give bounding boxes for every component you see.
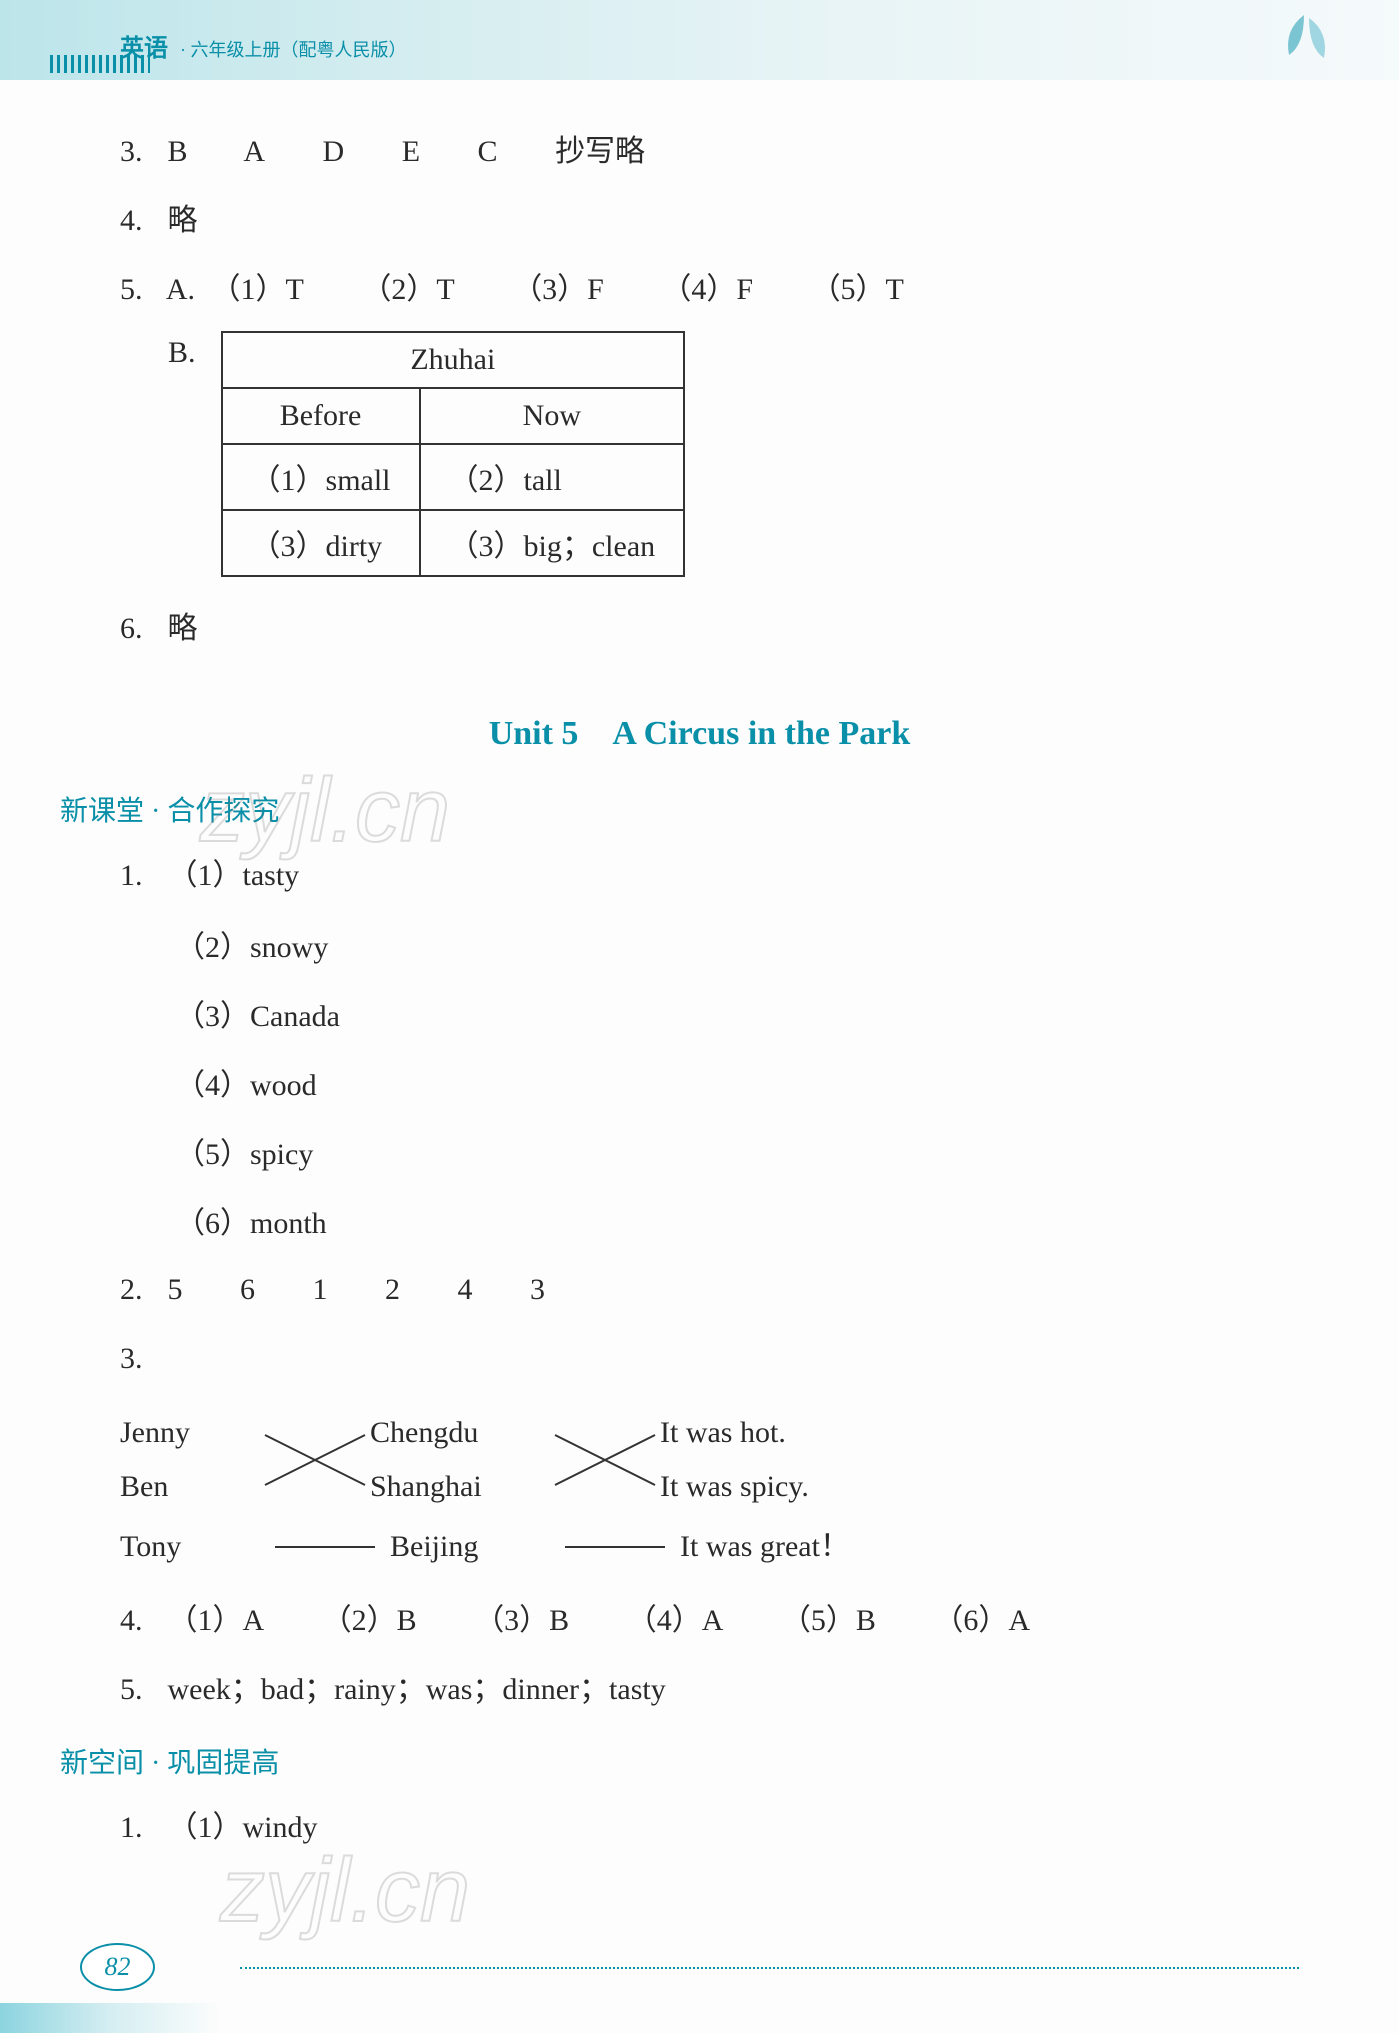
- s2q1-line: 1. （1）windy: [120, 1796, 1279, 1859]
- match-desc3: It was great！: [680, 1520, 850, 1574]
- table-col2: Now: [420, 388, 685, 444]
- match-city3: Beijing: [390, 1520, 550, 1574]
- s2q1-i1: （1）windy: [168, 1811, 318, 1844]
- page-header: 英语 · 六年级上册（配粤人民版）: [0, 0, 1399, 80]
- q5-partA-label: A.: [166, 273, 195, 306]
- q5-num: 5.: [120, 258, 160, 321]
- table-col1: Before: [222, 388, 420, 444]
- header-subtitle: · 六年级上册（配粤人民版）: [180, 36, 407, 62]
- u5q1-i4: （4）wood: [175, 1051, 1279, 1120]
- u5q2-a1: 5: [168, 1273, 183, 1306]
- q5-partB-wrap: B. Zhuhai Before Now （1）small （2）tall （3…: [120, 331, 1279, 577]
- u5q2-a5: 4: [458, 1273, 473, 1306]
- u5q2-answers: 5 6 1 2 4 3: [168, 1273, 546, 1306]
- u5q1-i2: （2）snowy: [175, 913, 1279, 982]
- u5q1-sublist: （2）snowy （3）Canada （4）wood （5）spicy （6）m…: [120, 913, 1279, 1258]
- u5q5-line: 5. week；bad；rainy；was；dinner；tasty: [120, 1658, 1279, 1721]
- q6-text: 略: [168, 612, 198, 645]
- zhuhai-table: Zhuhai Before Now （1）small （2）tall （3）di…: [221, 331, 686, 577]
- page-number: 82: [80, 1943, 155, 1991]
- match-name3: Tony: [120, 1520, 260, 1574]
- u5q4-a5: （5）B: [781, 1604, 876, 1637]
- q3-a2: A: [243, 135, 265, 168]
- q5a-1: （1）T: [211, 273, 304, 306]
- u5q2-line: 2. 5 6 1 2 4 3: [120, 1258, 1279, 1321]
- q3-a3: D: [323, 135, 345, 168]
- section1-header: 新课堂 · 合作探究: [60, 789, 1279, 829]
- footer-dotted-line: [240, 1967, 1299, 1969]
- table-r2c2: （3）big；clean: [420, 510, 685, 576]
- u5q3-num: 3.: [120, 1327, 160, 1390]
- u5q1-i1: （1）tasty: [168, 859, 300, 892]
- u5q4-num: 4.: [120, 1589, 160, 1652]
- q6-line: 6. 略: [120, 597, 1279, 660]
- u5q3-line: 3.: [120, 1327, 1279, 1390]
- q5a-3: （3）F: [512, 273, 604, 306]
- q3-a1: B: [168, 135, 188, 168]
- u5q2-a3: 1: [313, 1273, 328, 1306]
- u5q1-i6: （6）month: [175, 1189, 1279, 1258]
- u5q2-a4: 2: [385, 1273, 400, 1306]
- leaf-icon: [1269, 10, 1339, 70]
- table-r2c1: （3）dirty: [222, 510, 420, 576]
- q5a-2: （2）T: [361, 273, 454, 306]
- match-diagram: Jenny Ben Chengdu Shanghai It was hot. I…: [120, 1400, 1279, 1574]
- table-title: Zhuhai: [222, 332, 685, 388]
- q4-text: 略: [168, 204, 198, 237]
- u5q4-answers: （1）A （2）B （3）B （4）A （5）B （6）A: [168, 1604, 1031, 1637]
- u5q4-line: 4. （1）A （2）B （3）B （4）A （5）B （6）A: [120, 1589, 1279, 1652]
- u5q4-a3: （3）B: [474, 1604, 569, 1637]
- q3-a5: C: [478, 135, 498, 168]
- straight-line-1: [275, 1546, 375, 1548]
- footer-gradient: [0, 2003, 220, 2033]
- table-r1c1: （1）small: [222, 444, 420, 510]
- u5q1-num: 1.: [120, 844, 160, 907]
- q4-line: 4. 略: [120, 189, 1279, 252]
- u5q2-num: 2.: [120, 1258, 160, 1321]
- match-city1: Chengdu: [370, 1406, 550, 1460]
- match-name2: Ben: [120, 1460, 260, 1514]
- page-footer: 82: [80, 1943, 1399, 2003]
- u5q2-a6: 3: [530, 1273, 545, 1306]
- table-r1c2: （2）tall: [420, 444, 685, 510]
- q5a-4: （4）F: [661, 273, 753, 306]
- q3-num: 3.: [120, 120, 160, 183]
- q3-line: 3. B A D E C 抄写略: [120, 120, 1279, 183]
- q6-num: 6.: [120, 597, 160, 660]
- cross-lines-1: [260, 1400, 370, 1520]
- q5-line: 5. A. （1）T （2）T （3）F （4）F （5）T: [120, 258, 1279, 321]
- u5q1-line: 1. （1）tasty: [120, 844, 1279, 907]
- content-area: 3. B A D E C 抄写略 4. 略 5. A. （1）T （2）T （3…: [0, 80, 1399, 1859]
- s2q1-num: 1.: [120, 1796, 160, 1859]
- match-desc1: It was hot.: [660, 1406, 960, 1460]
- u5q1-i5: （5）spicy: [175, 1120, 1279, 1189]
- q3-a4: E: [402, 135, 420, 168]
- u5q4-a4: （4）A: [627, 1604, 724, 1637]
- u5q1-i3: （3）Canada: [175, 982, 1279, 1051]
- match-row3: Tony Beijing It was great！: [120, 1520, 1279, 1574]
- unit-title: Unit 5 A Circus in the Park: [120, 705, 1279, 754]
- section2-header: 新空间 · 巩固提高: [60, 1741, 1279, 1781]
- u5q5-num: 5.: [120, 1658, 160, 1721]
- q3-note: 抄写略: [555, 135, 645, 168]
- match-city2: Shanghai: [370, 1460, 550, 1514]
- q3-answers: B A D E C 抄写略: [168, 135, 646, 168]
- q4-num: 4.: [120, 189, 160, 252]
- u5q4-a1: （1）A: [168, 1604, 265, 1637]
- u5q4-a6: （6）A: [933, 1604, 1030, 1637]
- u5q5-text: week；bad；rainy；was；dinner；tasty: [168, 1673, 666, 1706]
- cross-lines-2: [550, 1400, 660, 1520]
- match-desc2: It was spicy.: [660, 1460, 960, 1514]
- q5-partA: （1）T （2）T （3）F （4）F （5）T: [211, 273, 904, 306]
- u5q4-a2: （2）B: [322, 1604, 417, 1637]
- header-stripes-decoration: [50, 55, 150, 73]
- u5q2-a2: 6: [240, 1273, 255, 1306]
- match-name1: Jenny: [120, 1406, 260, 1460]
- q5-partB-label: B.: [168, 336, 196, 370]
- q5a-5: （5）T: [811, 273, 904, 306]
- straight-line-2: [565, 1546, 665, 1548]
